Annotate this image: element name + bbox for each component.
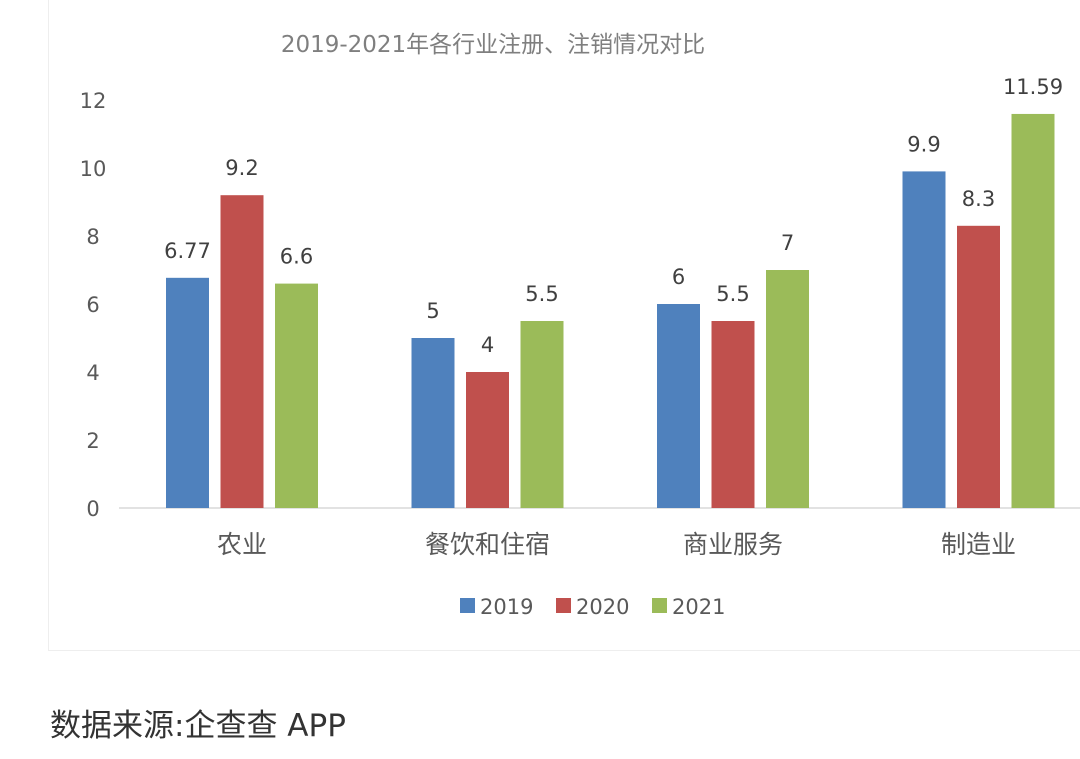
bar-2019-3 bbox=[902, 171, 946, 508]
y-tick-label: 2 bbox=[86, 429, 99, 453]
legend: 2019 2020 2021 bbox=[460, 595, 725, 619]
bar-2021-2 bbox=[766, 270, 809, 508]
legend-label: 2021 bbox=[672, 595, 725, 619]
x-tick-label: 制造业 bbox=[941, 530, 1016, 559]
chart-panel: 2019-2021年各行业注册、注销情况对比 0 2 4 6 8 10 12 6.77 9.2… bbox=[48, 0, 1080, 651]
y-tick-label: 6 bbox=[86, 293, 99, 317]
data-label: 9.2 bbox=[225, 156, 258, 180]
y-tick-label: 12 bbox=[80, 89, 107, 113]
bar-2019-2 bbox=[657, 304, 700, 508]
data-label: 6.6 bbox=[280, 245, 313, 269]
bar-2019-0 bbox=[166, 277, 209, 508]
legend-swatch-2019 bbox=[460, 598, 475, 613]
data-label: 5.5 bbox=[716, 282, 749, 306]
data-label: 6.77 bbox=[164, 239, 211, 263]
data-label: 6 bbox=[672, 265, 685, 289]
bar-chart: 2019-2021年各行业注册、注销情况对比 0 2 4 6 8 10 12 6.77 9.2… bbox=[80, 32, 1080, 619]
legend-label: 2019 bbox=[480, 595, 533, 619]
bar-2021-3 bbox=[1011, 113, 1055, 508]
source-caption: 数据来源:企查查 APP bbox=[50, 708, 346, 744]
y-tick-label: 0 bbox=[86, 497, 99, 521]
x-tick-label: 农业 bbox=[217, 530, 267, 559]
data-label: 11.59 bbox=[1003, 75, 1063, 99]
data-label: 4 bbox=[481, 333, 494, 357]
bars bbox=[166, 113, 1055, 509]
bar-2020-2 bbox=[711, 321, 755, 508]
data-labels: 6.77 9.2 6.6 5 4 5.5 6 5.5 7 9.9 8.3 11.59 bbox=[164, 75, 1063, 357]
x-tick-label: 商业服务 bbox=[683, 530, 783, 559]
chart-title: 2019-2021年各行业注册、注销情况对比 bbox=[281, 32, 705, 58]
y-tick-label: 4 bbox=[86, 361, 99, 385]
bar-2021-1 bbox=[520, 321, 564, 508]
data-label: 9.9 bbox=[907, 132, 940, 156]
data-label: 5.5 bbox=[525, 282, 558, 306]
legend-swatch-2020 bbox=[556, 598, 571, 613]
y-tick-label: 8 bbox=[86, 225, 99, 249]
bar-2020-0 bbox=[220, 195, 264, 508]
data-label: 5 bbox=[426, 299, 439, 323]
bar-2020-3 bbox=[957, 225, 1000, 509]
bar-2019-1 bbox=[411, 338, 455, 508]
y-tick-label: 10 bbox=[80, 157, 107, 181]
legend-swatch-2021 bbox=[652, 598, 667, 613]
bar-2021-0 bbox=[275, 283, 318, 508]
bar-2020-1 bbox=[466, 372, 509, 508]
legend-label: 2020 bbox=[576, 595, 629, 619]
x-axis: 农业 餐饮和住宿 商业服务 制造业 bbox=[217, 530, 1016, 559]
data-label: 8.3 bbox=[962, 187, 995, 211]
data-label: 7 bbox=[781, 231, 794, 255]
y-axis: 0 2 4 6 8 10 12 bbox=[80, 89, 107, 521]
x-tick-label: 餐饮和住宿 bbox=[425, 530, 550, 559]
